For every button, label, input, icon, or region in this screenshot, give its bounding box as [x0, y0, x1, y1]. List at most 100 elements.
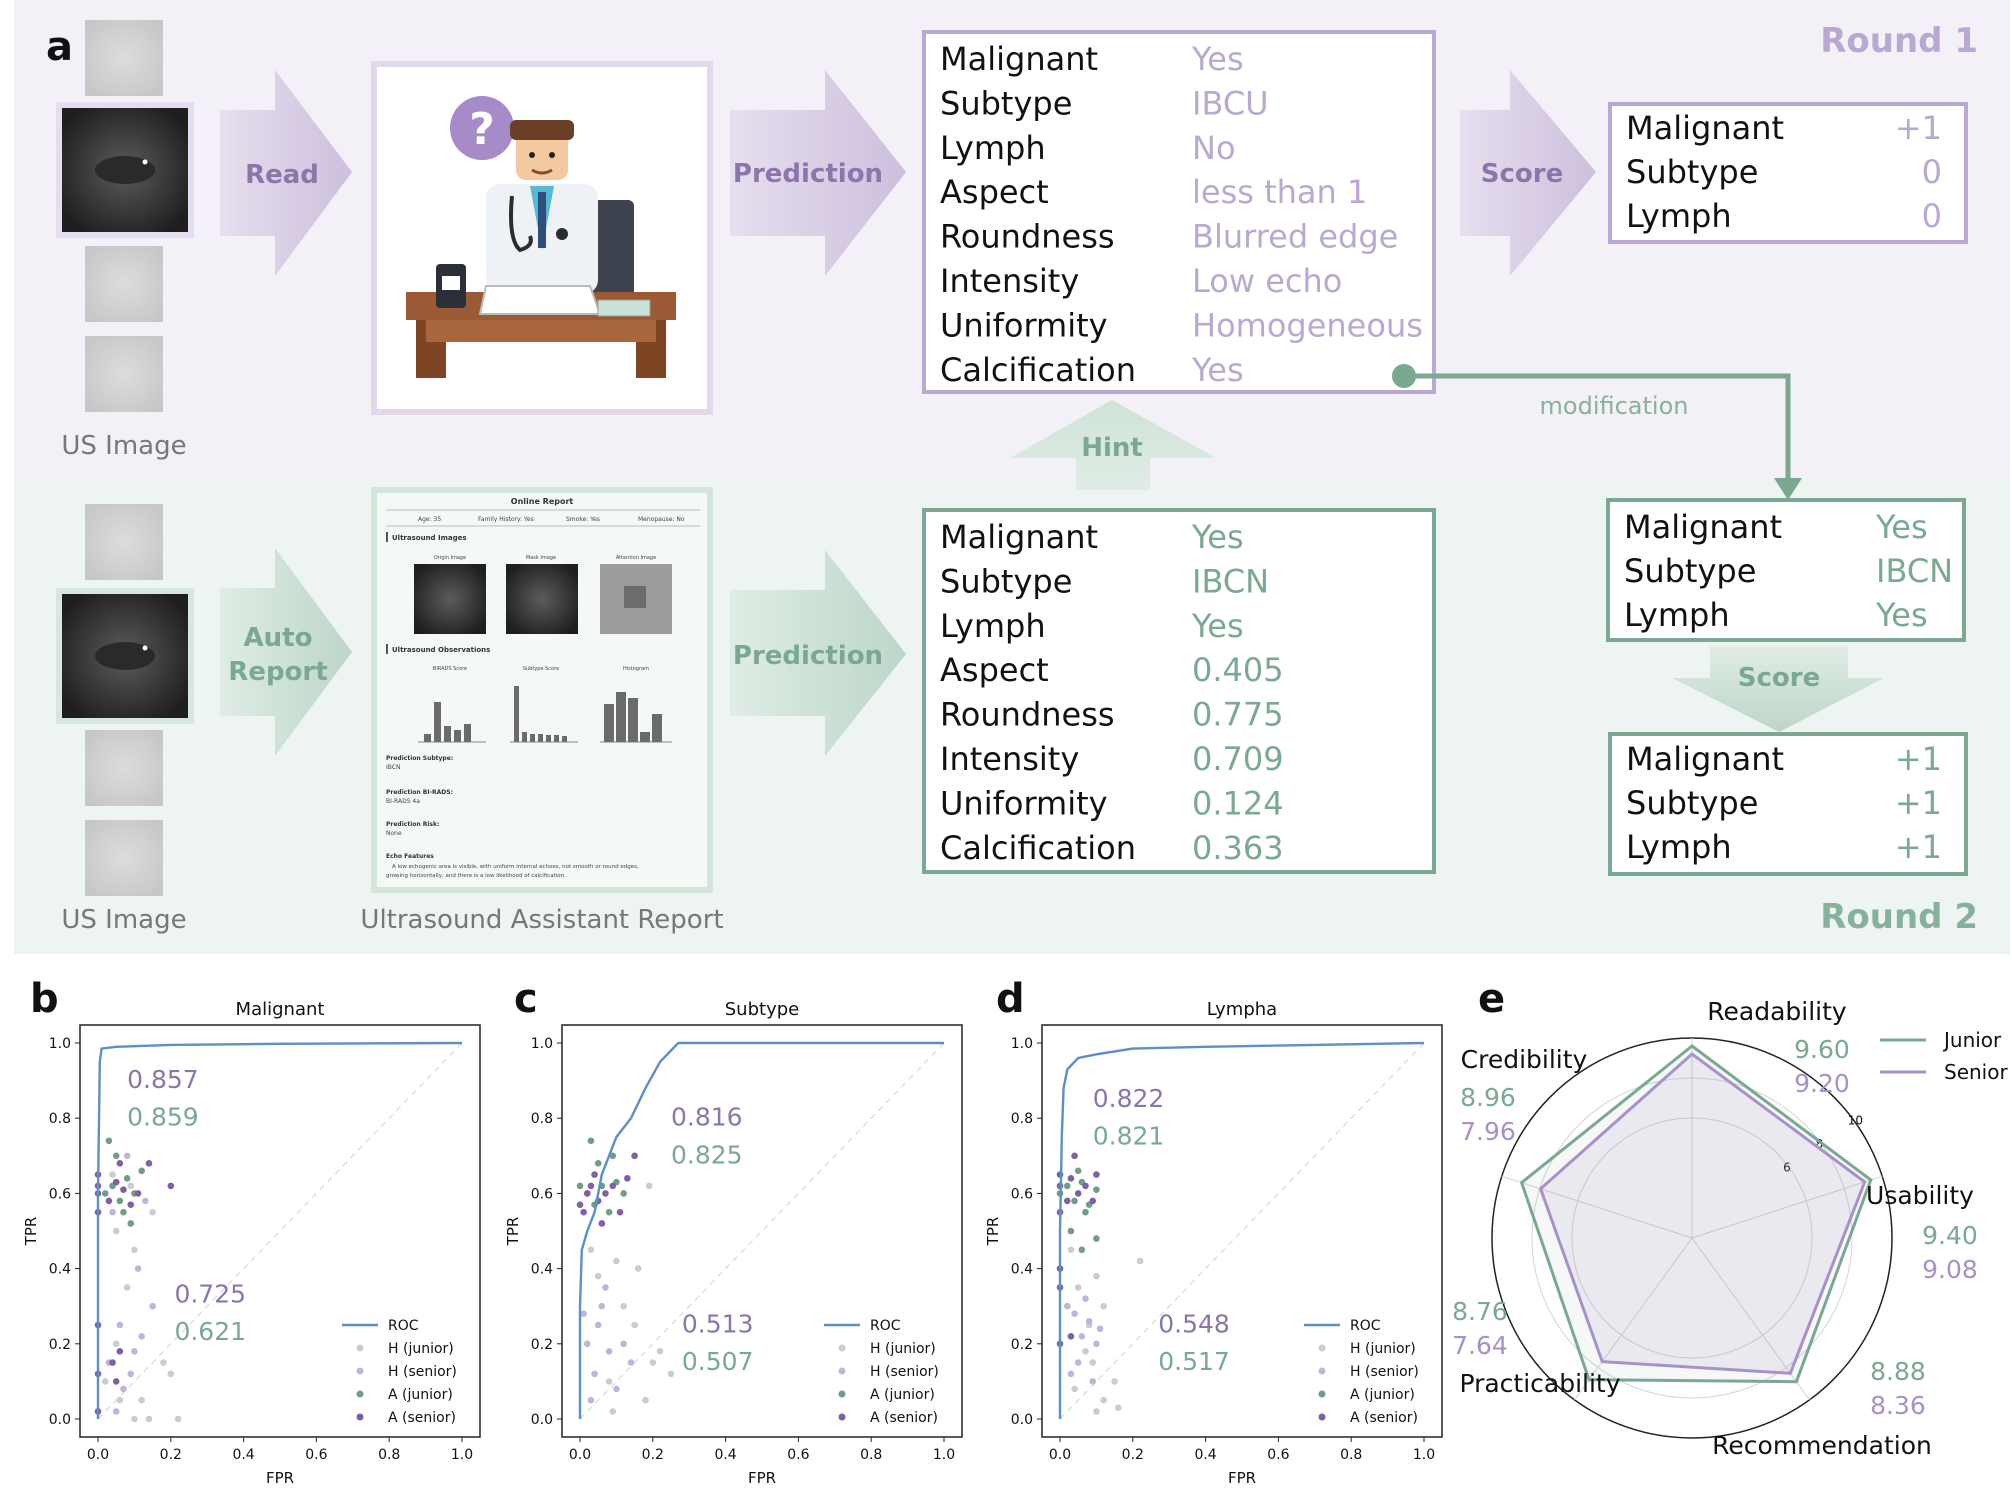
scatter-point [587, 1182, 595, 1190]
chart-title: Subtype [725, 999, 799, 1020]
scatter-point [1093, 1171, 1100, 1178]
report-echo-label: Echo Features [386, 853, 434, 860]
us-lesion [95, 156, 155, 184]
radar-spoke [1691, 1175, 1883, 1239]
auc-annotation: 0.816 [671, 1103, 743, 1132]
chart-malignant: Malignant FPR TPR 0.0 0.2 0.4 0.6 0.8 1.0 0.0 0.2 0… [22, 999, 481, 1487]
report-label: Report [228, 657, 327, 687]
x-tick-label: 0.4 [714, 1447, 736, 1463]
scatter-point [583, 1190, 591, 1197]
auc-annotation: 0.821 [1093, 1122, 1165, 1151]
radar-axis-label: Recommendation [1712, 1431, 1932, 1460]
us-marker [142, 159, 148, 165]
radar-legend-label: Junior [1942, 1028, 2002, 1052]
prediction-row-key: Uniformity [940, 306, 1108, 344]
score-row-value: 0 [1922, 153, 1942, 191]
scatter-point [120, 1385, 127, 1393]
scatter-point [1074, 1359, 1082, 1366]
scatter-point [1089, 1197, 1097, 1205]
legend-point-swatch [356, 1344, 364, 1352]
prediction-row-value: Yes [1191, 607, 1244, 645]
legend-label: ROC [1350, 1318, 1381, 1334]
modification-connector: modification [1392, 364, 1802, 500]
scatter-point [631, 1321, 638, 1329]
y-tick-label: 0.6 [531, 1186, 553, 1202]
scatter-point [105, 1197, 113, 1205]
assistant-report: Online Report Age: 35 Family History: Ye… [360, 487, 724, 935]
radar-spoke [1501, 1175, 1693, 1239]
scatter-point [1078, 1332, 1086, 1340]
score-arrow-bottom: Score [1672, 646, 1884, 732]
y-tick-label: 1.0 [49, 1036, 71, 1052]
prediction-row-value: 0.124 [1192, 784, 1284, 822]
radar-value-label: 8.96 [1460, 1083, 1516, 1112]
scatter-point [131, 1348, 138, 1355]
scatter-point [1071, 1385, 1078, 1393]
legend-label: H (senior) [388, 1364, 457, 1380]
scatter-point [1071, 1310, 1078, 1318]
scatter-point [631, 1152, 638, 1160]
scatter-point [587, 1396, 595, 1404]
us-image-label: US Image [61, 431, 186, 461]
y-axis-label: TPR [504, 1217, 522, 1247]
prediction-row-key: Lymph [940, 129, 1046, 167]
scatter-point [602, 1190, 609, 1197]
prediction-label: Prediction [733, 641, 883, 671]
round1-label: Round 1 [1820, 21, 1978, 61]
radar-axis-label: Practicability [1459, 1369, 1620, 1398]
scatter-point [634, 1265, 642, 1272]
prediction-row-value: 0.775 [1192, 696, 1284, 734]
chart-radar: 6 8 10 Readability Usability Recommendation Pr… [1452, 997, 2008, 1460]
us-thumbnail [85, 336, 163, 412]
chart-lympha: Lympha FPR TPR 0.0 0.2 0.4 0.6 0.8 1.0 0.0 0.2 0.4 0… [984, 999, 1443, 1487]
us-thumbnail [85, 246, 163, 322]
scatter-point [120, 1208, 127, 1216]
scatter-point [576, 1182, 584, 1190]
chart-title: Lympha [1207, 999, 1277, 1020]
scatter-point [112, 1178, 120, 1186]
doctor-illustration: ? [371, 61, 713, 415]
legend-point-swatch [1318, 1367, 1326, 1375]
round2-prediction-box: Malignant Yes Subtype IBCN Lymph Yes Aspect 0.4… [922, 508, 1436, 874]
scatter-point [1136, 1257, 1144, 1265]
report-subtype-value: IBCN [386, 764, 400, 771]
modified-row-key: Malignant [1624, 508, 1782, 546]
legend-label: H (senior) [1350, 1364, 1419, 1380]
scatter-point [616, 1208, 624, 1216]
legend-point-swatch [838, 1344, 846, 1352]
scatter-point [1096, 1325, 1104, 1333]
scatter-point [1100, 1302, 1107, 1310]
y-tick-label: 0.8 [49, 1111, 71, 1127]
radar-spoke [1574, 1237, 1693, 1401]
scatter-point [1067, 1370, 1075, 1378]
radar-axis-label: Credibility [1461, 1045, 1588, 1074]
scatter-point [1074, 1284, 1082, 1291]
x-tick-label: 0.4 [232, 1447, 254, 1463]
panel-letter-d: d [996, 976, 1025, 1022]
scatter-point [138, 1332, 145, 1340]
x-tick-label: 1.0 [451, 1447, 473, 1463]
prediction-row-key: Calcification [940, 829, 1136, 867]
score-row-key: Subtype [1626, 784, 1758, 822]
y-tick-label: 0.4 [49, 1262, 71, 1278]
prediction-row-key: Roundness [940, 218, 1115, 256]
report-risk-label: Prediction Risk: [386, 821, 439, 828]
scatter-point [1063, 1302, 1071, 1310]
modification-label: modification [1540, 392, 1689, 420]
y-tick-label: 0.6 [49, 1186, 71, 1202]
y-tick-label: 0.0 [531, 1412, 553, 1428]
scatter-point [116, 1160, 124, 1167]
auc-annotation: 0.857 [127, 1065, 199, 1094]
x-tick-label: 0.4 [1194, 1447, 1216, 1463]
x-tick-label: 0.6 [1267, 1447, 1289, 1463]
scatter-point [620, 1340, 627, 1348]
report-birads-value: BI-RADS 4a [386, 798, 420, 805]
scatter-point [101, 1378, 109, 1385]
scatter-point [112, 1227, 120, 1235]
scatter-point [624, 1175, 631, 1182]
x-tick-label: 1.0 [1413, 1447, 1435, 1463]
radar-axis-label: Usability [1866, 1181, 1974, 1210]
radar-tick-label: 8 [1815, 1137, 1823, 1151]
scatter-point [583, 1340, 591, 1348]
scatter-point [109, 1359, 116, 1366]
